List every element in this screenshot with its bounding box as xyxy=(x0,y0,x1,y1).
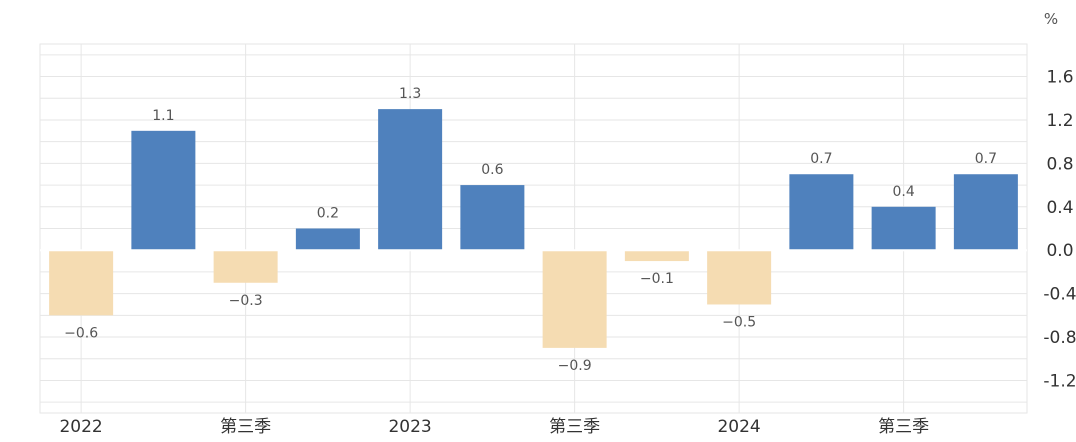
y-tick-label: 1.2 xyxy=(1046,111,1073,131)
data-label: 0.7 xyxy=(810,151,832,167)
x-tick-label: 第三季 xyxy=(549,417,600,437)
data-labels: −0.6 1.1 −0.3 0.2 1.3 0.6 −0.9 −0.1 −0.5 0.7 0.4 0.… xyxy=(64,86,997,374)
bar xyxy=(295,228,360,251)
data-label: −0.1 xyxy=(640,271,674,287)
data-label: −0.9 xyxy=(558,358,592,374)
bar xyxy=(378,109,443,251)
bars xyxy=(40,109,1027,348)
unit-label: % xyxy=(1044,10,1058,28)
data-label: 0.4 xyxy=(892,184,914,200)
y-tick-label: -1.2 xyxy=(1043,371,1076,391)
data-label: 0.6 xyxy=(481,162,503,178)
y-tick-label: 1.6 xyxy=(1046,68,1073,88)
data-label: 0.7 xyxy=(975,151,997,167)
bar xyxy=(953,174,1018,251)
y-tick-label: 0.4 xyxy=(1046,198,1073,218)
x-tick-label: 第三季 xyxy=(878,417,929,437)
data-label: −0.5 xyxy=(722,314,756,330)
bar xyxy=(213,250,278,283)
bar xyxy=(871,206,936,251)
x-tick-label: 2022 xyxy=(59,417,102,437)
x-axis: 2022 第三季 2023 第三季 2024 第三季 xyxy=(59,417,929,437)
bar xyxy=(707,250,772,305)
bar xyxy=(49,250,114,316)
bar xyxy=(542,250,607,348)
y-axis: 1.6 1.2 0.8 0.4 0.0 -0.4 -0.8 -1.2 xyxy=(1043,68,1076,392)
x-tick-label: 2024 xyxy=(717,417,760,437)
data-label: 1.1 xyxy=(152,108,174,124)
data-label: 1.3 xyxy=(399,86,421,102)
y-tick-label: -0.4 xyxy=(1043,285,1076,305)
data-label: −0.6 xyxy=(64,325,98,341)
grid xyxy=(39,43,1028,414)
bar xyxy=(131,130,196,251)
x-tick-label: 第三季 xyxy=(220,417,271,437)
data-label: 0.2 xyxy=(317,206,339,222)
bar xyxy=(460,185,525,251)
y-tick-label: -0.8 xyxy=(1043,328,1076,348)
bar xyxy=(789,174,854,251)
bar xyxy=(624,250,689,262)
y-tick-label: 0.0 xyxy=(1046,241,1073,261)
y-tick-label: 0.8 xyxy=(1046,154,1073,174)
x-tick-label: 2023 xyxy=(388,417,431,437)
data-label: −0.3 xyxy=(229,293,263,309)
